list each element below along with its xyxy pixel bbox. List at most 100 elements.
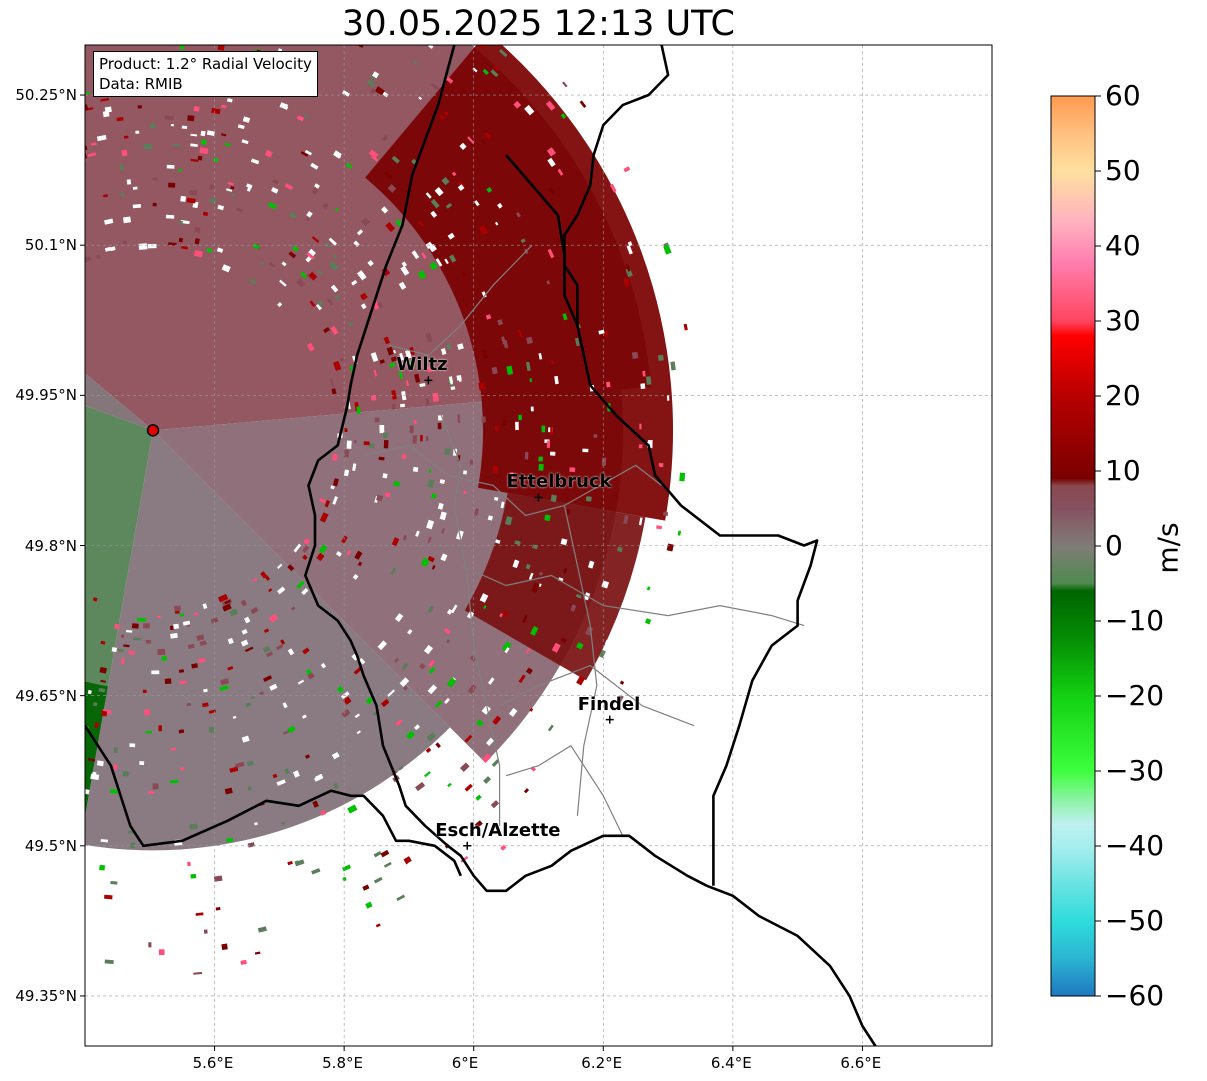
velocity-pixel: [47, 2, 56, 7]
velocity-pixel: [441, 528, 446, 534]
velocity-pixel: [427, 536, 432, 543]
velocity-pixel: [481, 139, 486, 145]
velocity-pixel: [345, 162, 353, 169]
velocity-pixel: [361, 217, 370, 226]
velocity-pixel: [158, 725, 162, 732]
velocity-pixel: [193, 612, 199, 616]
velocity-pixel: [475, 794, 482, 801]
velocity-pixel: [551, 360, 554, 365]
velocity-pixel: [445, 76, 454, 84]
velocity-pixel: [202, 603, 208, 610]
velocity-pixel: [221, 264, 231, 273]
velocity-pixel: [440, 348, 447, 355]
velocity-pixel: [23, 557, 30, 564]
velocity-pixel: [121, 149, 128, 157]
velocity-pixel: [444, 448, 451, 455]
velocity-pixel: [5, 676, 13, 682]
velocity-pixel: [346, 550, 352, 556]
velocity-pixel: [306, 342, 315, 352]
velocity-pixel: [0, 621, 6, 627]
velocity-pixel: [315, 773, 324, 781]
map-title: 30.05.2025 12:13 UTC: [342, 4, 735, 44]
velocity-pixel: [443, 628, 451, 635]
velocity-pixel: [166, 164, 175, 169]
velocity-pixel: [439, 511, 447, 521]
velocity-pixel: [547, 157, 556, 168]
velocity-pixel: [294, 858, 305, 867]
velocity-pixel: [232, 715, 237, 719]
velocity-pixel: [310, 162, 319, 170]
velocity-pixel: [336, 685, 344, 694]
velocity-pixel: [189, 823, 198, 830]
velocity-pixel: [522, 615, 528, 624]
velocity-pixel: [638, 517, 643, 526]
velocity-pixel: [332, 360, 342, 371]
velocity-pixel: [27, 281, 35, 289]
velocity-pixel: [341, 90, 350, 97]
velocity-pixel: [309, 300, 316, 308]
velocity-pixel: [446, 677, 457, 688]
velocity-pixel: [240, 599, 247, 607]
velocity-pixel: [446, 343, 452, 350]
velocity-pixel: [224, 142, 231, 147]
velocity-pixel: [372, 711, 378, 716]
velocity-pixel: [376, 494, 384, 502]
velocity-pixel: [193, 971, 203, 975]
velocity-pixel: [445, 202, 453, 209]
velocity-pixel: [90, 142, 97, 146]
axis-ticks: [80, 94, 863, 1051]
velocity-pixel: [241, 139, 249, 145]
velocity-pixel: [211, 107, 221, 115]
velocity-pixel: [302, 647, 310, 655]
velocity-pixel: [228, 26, 236, 32]
colorbar-tick-label: 20: [1105, 379, 1141, 412]
velocity-pixel: [85, 91, 91, 95]
velocity-pixel: [501, 641, 512, 653]
velocity-pixel: [95, 950, 100, 954]
velocity-pixel: [216, 247, 224, 253]
velocity-pixel: [3, 538, 11, 546]
velocity-pixel: [100, 838, 109, 843]
velocity-pixel: [254, 951, 261, 955]
velocity-pixel: [490, 800, 500, 809]
velocity-pixel: [190, 143, 198, 148]
velocity-pixel: [178, 220, 183, 225]
velocity-pixel: [421, 252, 427, 260]
velocity-pixel: [332, 496, 338, 505]
lon-tick-label: 6.6°E: [840, 1054, 882, 1072]
velocity-pixel: [494, 221, 499, 226]
velocity-pixel: [29, 224, 38, 232]
velocity-pixel: [437, 422, 442, 430]
velocity-pixel: [312, 800, 319, 808]
velocity-pixel: [311, 868, 321, 875]
velocity-pixel: [92, 597, 98, 602]
velocity-pixel: [464, 783, 473, 792]
velocity-pixel: [369, 74, 377, 80]
velocity-pixel: [426, 365, 434, 373]
velocity-pixel: [64, 595, 71, 600]
velocity-pixel: [389, 362, 396, 368]
velocity-pixel: [196, 634, 205, 641]
velocity-pixel: [417, 270, 427, 280]
velocity-pixel: [264, 575, 271, 581]
velocity-pixel: [212, 157, 219, 163]
velocity-pixel: [585, 496, 592, 502]
velocity-pixel: [176, 913, 183, 917]
velocity-pixel: [366, 79, 376, 88]
velocity-pixel: [469, 655, 477, 662]
velocity-pixel: [447, 782, 452, 788]
velocity-pixel: [560, 113, 567, 119]
velocity-pixel: [570, 604, 577, 612]
velocity-pixel: [575, 593, 582, 599]
velocity-pixel: [347, 804, 358, 814]
velocity-pixel: [57, 903, 66, 910]
velocity-pixel: [87, 757, 96, 762]
velocity-pixel: [287, 648, 295, 656]
velocity-pixel: [196, 905, 203, 910]
velocity-pixel: [351, 279, 358, 286]
velocity-pixel: [126, 179, 132, 185]
velocity-pixel: [49, 770, 57, 777]
velocity-pixel: [460, 762, 470, 772]
velocity-pixel: [14, 714, 21, 719]
